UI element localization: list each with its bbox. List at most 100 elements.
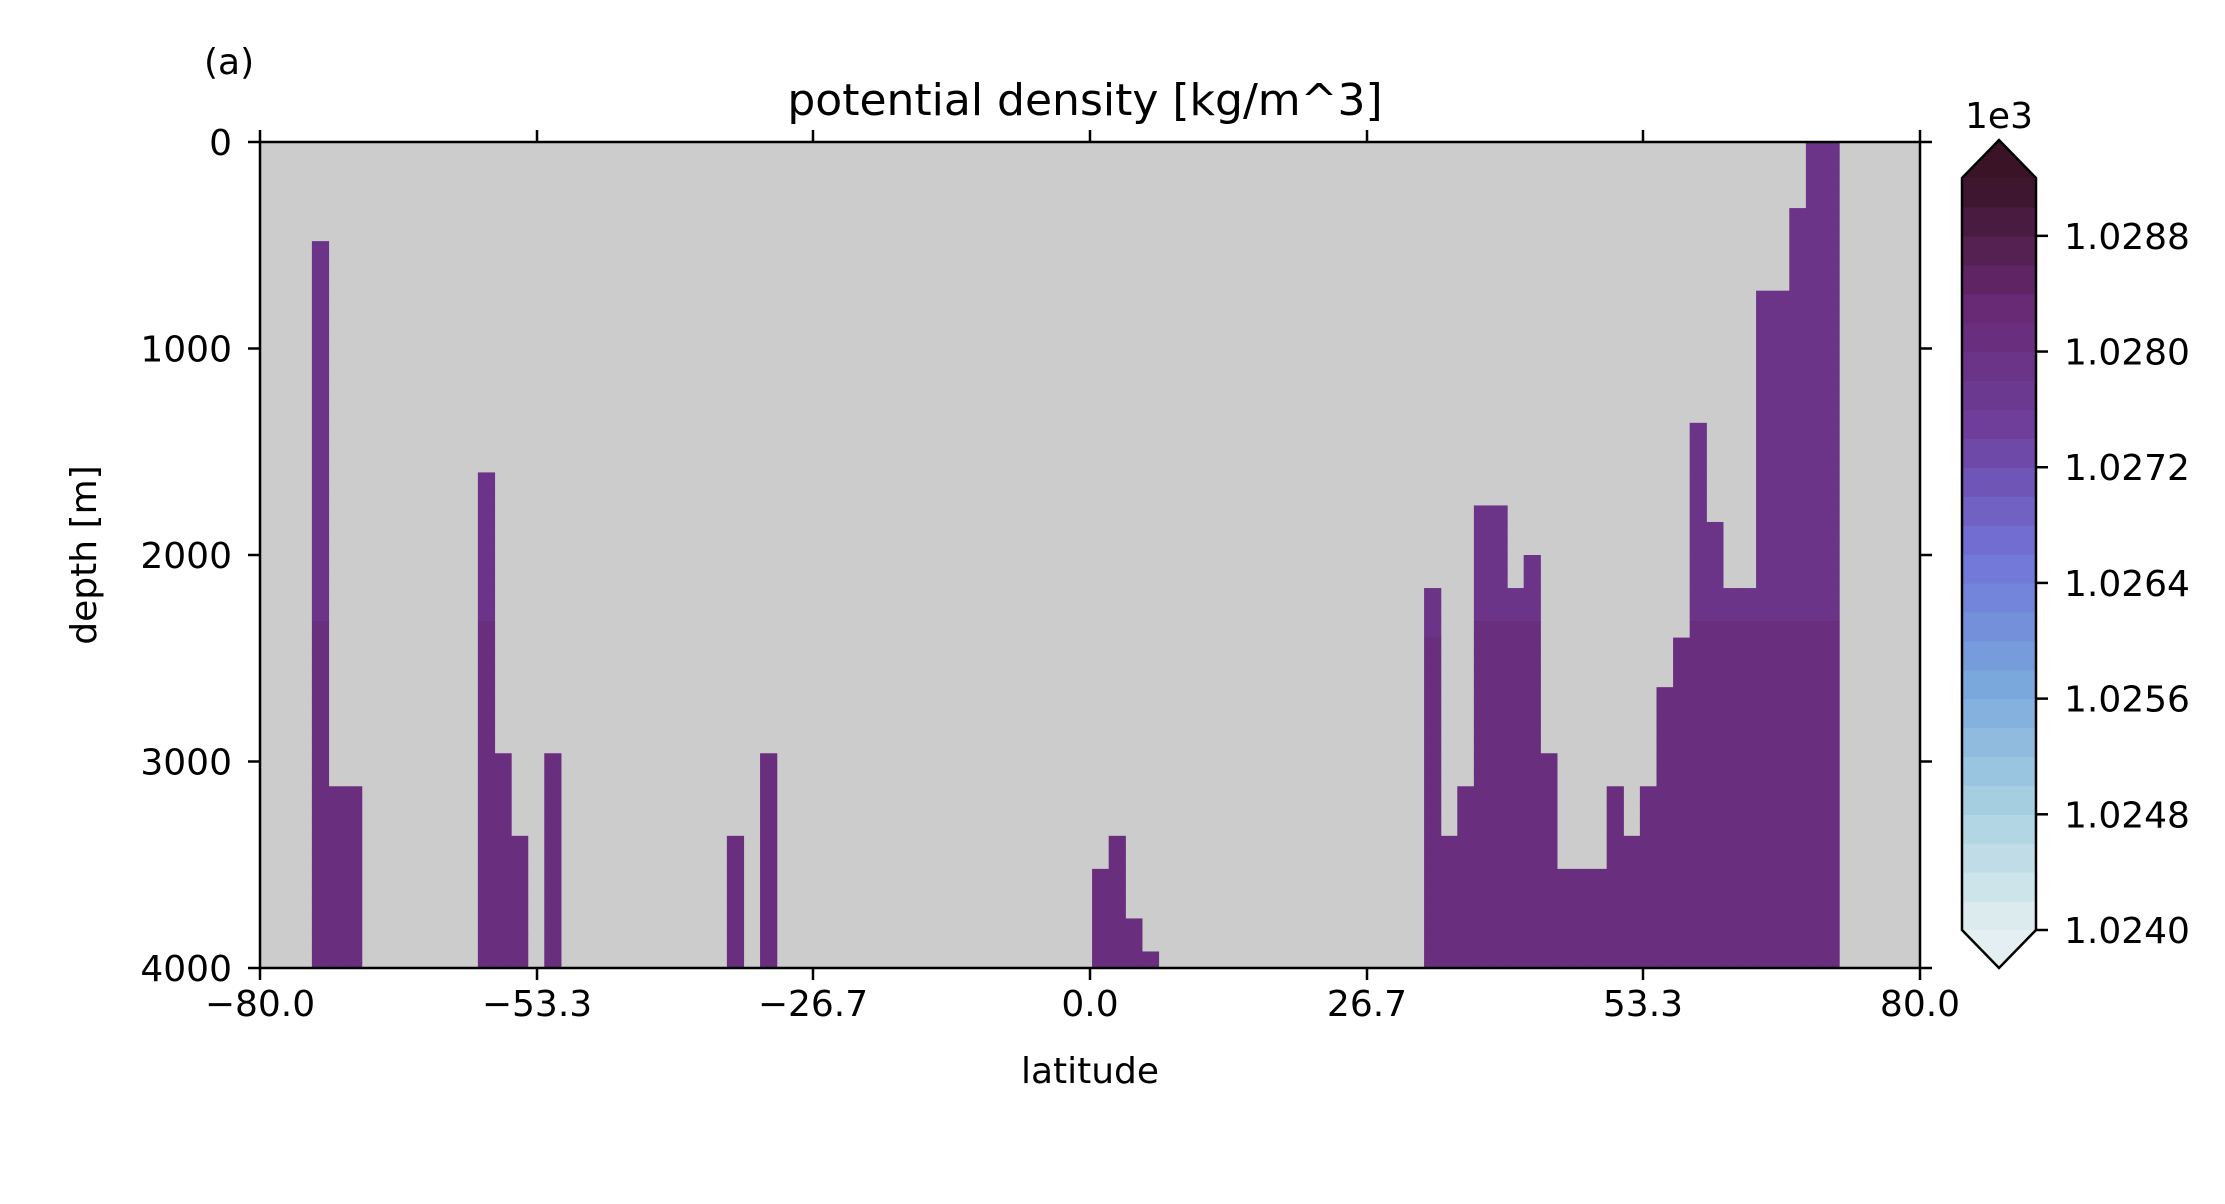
density-cell	[1440, 918, 1458, 936]
density-cell	[1606, 885, 1624, 903]
density-cell	[1457, 901, 1475, 920]
density-cell	[1092, 951, 1110, 969]
density-cell	[1523, 819, 1541, 837]
density-cell	[345, 918, 363, 936]
density-cell	[1639, 951, 1658, 969]
density-cell	[1822, 257, 1840, 275]
density-cell	[1424, 720, 1442, 738]
density-cell	[1473, 918, 1492, 936]
density-cell	[477, 472, 496, 490]
density-cell	[1490, 852, 1508, 870]
density-cell	[1673, 786, 1691, 804]
density-cell	[1756, 406, 1774, 424]
density-cell	[1507, 769, 1525, 787]
density-cell	[1556, 885, 1575, 903]
density-cell	[1789, 307, 1807, 325]
density-cell	[311, 885, 330, 903]
density-cell	[1623, 868, 1641, 886]
density-cell	[1739, 670, 1757, 688]
density-cell	[1789, 439, 1807, 457]
density-cell	[1523, 852, 1541, 870]
density-cell	[1507, 835, 1525, 853]
density-cell	[1772, 654, 1790, 672]
density-cell	[477, 538, 496, 556]
density-cell	[1656, 736, 1674, 754]
density-cell	[1822, 389, 1840, 407]
density-cell	[1789, 241, 1807, 259]
density-cell	[1639, 934, 1658, 953]
density-cell	[1523, 703, 1541, 721]
density-cell	[1789, 472, 1807, 490]
density-cell	[1689, 720, 1707, 738]
density-cell	[311, 819, 330, 837]
density-cell	[311, 406, 330, 424]
density-cell	[1772, 703, 1790, 721]
density-cell	[477, 687, 496, 705]
density-cell	[1473, 670, 1492, 688]
density-cell	[1772, 538, 1790, 556]
density-cell	[477, 753, 496, 771]
density-cell	[1673, 670, 1691, 688]
density-cell	[1623, 951, 1641, 969]
density-cell	[1706, 901, 1724, 920]
density-cell	[760, 951, 778, 969]
density-cell	[1805, 257, 1824, 275]
density-cell	[1457, 786, 1475, 804]
density-cell	[1523, 901, 1541, 920]
density-cell	[1473, 538, 1492, 556]
x-tick-label: 26.7	[1327, 984, 1407, 1025]
density-cell	[311, 687, 330, 705]
density-cell	[477, 703, 496, 721]
density-cell	[726, 901, 745, 920]
density-cell	[1789, 687, 1807, 705]
density-cell	[760, 769, 778, 787]
density-cell	[1789, 604, 1807, 622]
density-cell	[1573, 868, 1591, 886]
density-cell	[1473, 736, 1492, 754]
density-cell	[1424, 736, 1442, 754]
density-cell	[1789, 406, 1807, 424]
density-cell	[1805, 505, 1824, 523]
density-cell	[1706, 885, 1724, 903]
density-cell	[1457, 934, 1475, 953]
density-cell	[311, 670, 330, 688]
density-cell	[1689, 819, 1707, 837]
density-cell	[1756, 885, 1774, 903]
colorbar-band	[1962, 264, 2036, 295]
density-cell	[1805, 852, 1824, 870]
density-cell	[1822, 918, 1840, 936]
y-tick-label: 1000	[140, 330, 232, 371]
density-cell	[1805, 934, 1824, 953]
density-cell	[1606, 835, 1624, 853]
density-cell	[1789, 505, 1807, 523]
density-cell	[511, 901, 529, 920]
density-cell	[1689, 637, 1707, 655]
density-cell	[1108, 835, 1126, 853]
colorbar-ticks: 1.0240 1.0248 1.0256 1.0264 1.0272 1.0280 1.02…	[2036, 217, 2190, 952]
density-cell	[1772, 604, 1790, 622]
density-cell	[1473, 687, 1492, 705]
y-tick-label: 3000	[140, 743, 232, 784]
density-cell	[494, 835, 512, 853]
density-cell	[1457, 918, 1475, 936]
density-cell	[1523, 868, 1541, 886]
density-cell	[1606, 934, 1624, 953]
density-cell	[1490, 687, 1508, 705]
density-cell	[1490, 588, 1508, 606]
density-cell	[1805, 208, 1824, 226]
density-cell	[1822, 571, 1840, 589]
density-cell	[1623, 934, 1641, 953]
density-cell	[477, 934, 496, 953]
density-cell	[1092, 868, 1110, 886]
density-cell	[1805, 786, 1824, 804]
density-cell	[1706, 521, 1724, 540]
y-tick-label: 0	[209, 123, 232, 164]
density-cell	[1424, 819, 1442, 837]
density-cell	[1805, 885, 1824, 903]
density-cell	[345, 786, 363, 804]
x-tick-label: 0.0	[1061, 984, 1118, 1025]
density-cell	[328, 918, 346, 936]
density-cell	[1689, 786, 1707, 804]
density-cell	[1822, 852, 1840, 870]
density-cell	[1656, 687, 1674, 705]
